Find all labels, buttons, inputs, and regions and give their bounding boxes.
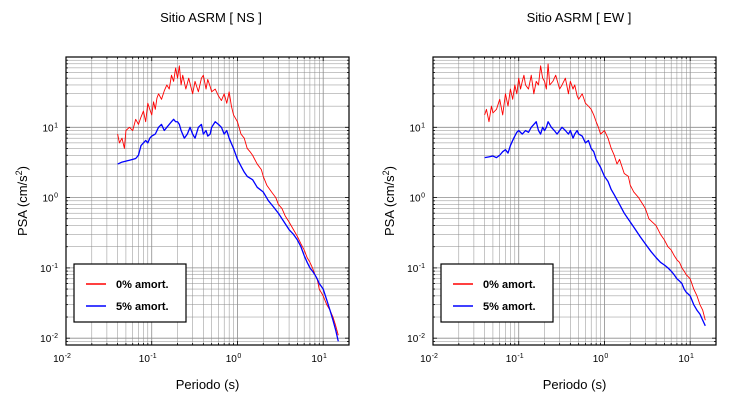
- x-tick-label: 101: [311, 353, 327, 365]
- x-axis-label: Periodo (s): [176, 377, 240, 392]
- y-tick-label: 10-2: [407, 333, 425, 345]
- legend: 0% amort. 5% amort.: [73, 263, 187, 323]
- legend-box: [73, 263, 187, 323]
- y-tick-label: 101: [42, 122, 58, 134]
- y-axis-label: PSA (cm/s2): [381, 166, 397, 236]
- x-tick-label: 100: [593, 353, 609, 365]
- series-line-zero-damping: [117, 65, 339, 336]
- series-line-five-damping: [117, 118, 339, 342]
- chart-panel-2: 10-2 10-1 100 101 10-2 10-1 100 101 Sitio ASRM […: [381, 10, 717, 392]
- series-line-five-damping: [484, 121, 706, 327]
- x-tick-label: 100: [226, 353, 242, 365]
- y-tick-label: 100: [409, 193, 425, 205]
- legend-box: [440, 263, 554, 323]
- legend-label: 0% amort.: [483, 279, 536, 291]
- chart-title: Sitio ASRM [ NS ]: [160, 10, 262, 25]
- x-tick-label: 10-1: [506, 353, 524, 365]
- x-tick-label: 10-2: [53, 353, 71, 365]
- x-tick-label: 10-1: [139, 353, 157, 365]
- series-line-zero-damping: [484, 63, 706, 321]
- legend-label: 0% amort.: [116, 279, 169, 291]
- y-tick-label: 10-1: [40, 263, 58, 275]
- legend: 0% amort. 5% amort.: [440, 263, 554, 323]
- x-tick-label: 101: [678, 353, 694, 365]
- x-tick-label: 10-2: [420, 353, 438, 365]
- y-tick-label: 10-2: [40, 333, 58, 345]
- legend-label: 5% amort.: [483, 301, 536, 313]
- chart-title: Sitio ASRM [ EW ]: [527, 10, 632, 25]
- legend-label: 5% amort.: [116, 301, 169, 313]
- y-tick-label: 101: [409, 122, 425, 134]
- y-tick-label: 100: [42, 193, 58, 205]
- y-tick-label: 10-1: [407, 263, 425, 275]
- chart-panel-1: 10-2 10-1 100 101 10-2 10-1 100 101 Sitio ASRM […: [14, 10, 350, 392]
- y-axis-label: PSA (cm/s2): [14, 166, 30, 236]
- x-axis-label: Periodo (s): [543, 377, 607, 392]
